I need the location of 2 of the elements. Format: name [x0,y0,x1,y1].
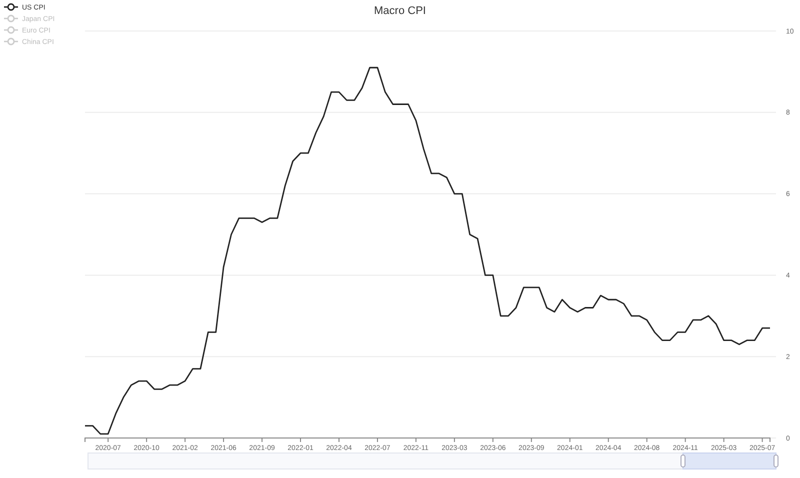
chart-title: Macro CPI [374,5,426,17]
line-series [84,66,771,435]
